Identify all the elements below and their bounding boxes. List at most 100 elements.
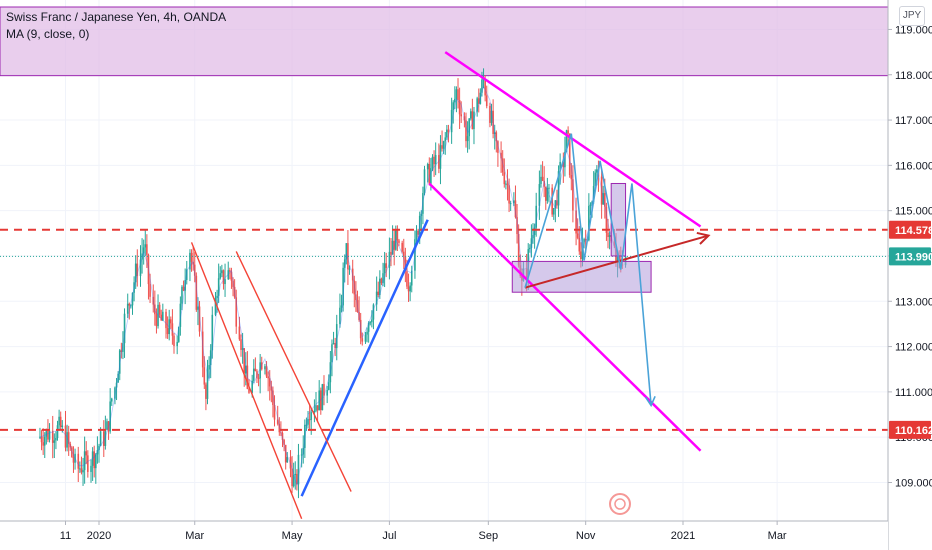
candle-body [77, 453, 80, 469]
candle-body [157, 304, 159, 327]
candle-body [624, 256, 627, 266]
candle-body [447, 129, 450, 133]
candle-body [455, 89, 458, 99]
candle-body [607, 232, 609, 238]
candle-body [43, 436, 46, 446]
candle-body [377, 291, 380, 296]
candle-body [388, 251, 391, 268]
candle-body [479, 92, 482, 104]
candle-body [460, 114, 463, 117]
candle-body [489, 106, 491, 123]
arrowhead-trendline [696, 231, 711, 245]
candle-body [66, 432, 68, 448]
candle-body [588, 205, 590, 241]
candle-body [468, 118, 470, 137]
candle-body [544, 186, 547, 201]
ma-indicator-label: MA (9, close, 0) [6, 27, 90, 41]
candle-body [396, 229, 399, 241]
candle-body [162, 311, 164, 321]
x-tick-label: 11 [60, 530, 71, 542]
candle-body [576, 233, 579, 238]
candle-body [401, 242, 403, 252]
candle-body [91, 451, 94, 466]
candle-body [334, 343, 336, 349]
candle-body [484, 79, 486, 96]
candle-body [136, 263, 139, 277]
candle-body [466, 136, 469, 142]
candle-body [96, 450, 99, 455]
candle-body [51, 430, 54, 443]
candle-body [53, 440, 56, 443]
candle-body [538, 184, 541, 206]
candle-body [198, 306, 201, 332]
candle-body [118, 350, 121, 374]
time-axis-bg [0, 521, 888, 550]
candle-body [69, 443, 72, 448]
candle-body [264, 366, 266, 370]
candle-body [367, 322, 370, 332]
candle-body [471, 111, 474, 130]
candle-body [209, 350, 212, 366]
candle-body [497, 141, 499, 153]
candle-body [359, 319, 362, 339]
candle-body [477, 98, 480, 104]
candle-body [133, 282, 135, 293]
candle-body [291, 468, 293, 487]
candle-body [296, 473, 298, 485]
candle-body [134, 263, 137, 283]
candle-body [130, 305, 132, 307]
candle-body [123, 313, 126, 344]
candle-body [154, 304, 156, 315]
candle-body [302, 447, 305, 455]
price-badge-text-last: 113.990 [895, 251, 932, 263]
candle-body [241, 348, 244, 350]
y-tick-label: 118.000 [895, 70, 932, 82]
candle-body [176, 341, 178, 347]
price-badge-level_2 [889, 420, 931, 439]
candle-body [591, 201, 593, 205]
x-tick-label: May [282, 530, 303, 542]
candle-body [248, 388, 250, 393]
currency-badge[interactable]: JPY [899, 6, 925, 26]
candle-body [155, 314, 158, 327]
y-tick-label: 115.000 [895, 206, 932, 218]
candle-body [232, 280, 234, 287]
x-tick-label: Mar [185, 530, 204, 542]
candle-body [304, 424, 306, 448]
candle-body [83, 451, 86, 471]
candle-body [265, 366, 268, 377]
candle-body [318, 390, 320, 411]
candle-body [217, 278, 220, 296]
candle-body [308, 419, 311, 421]
candle-body [420, 213, 423, 216]
y-tick-label: 109.000 [895, 477, 932, 489]
candle-body [197, 306, 199, 310]
candle-body [596, 169, 598, 173]
candle-body [426, 164, 429, 170]
candle-body [107, 421, 110, 432]
candle-body [604, 193, 606, 207]
candle-body [535, 205, 538, 228]
candle-body [93, 451, 96, 469]
candle-body [583, 239, 585, 242]
candle-body [372, 304, 375, 320]
candle-body [307, 419, 309, 425]
candle-body [446, 129, 448, 138]
candle-body [64, 425, 67, 448]
price-axis-bg [888, 0, 932, 550]
candle-body [503, 172, 506, 185]
candle-body [530, 238, 533, 248]
candle-body [402, 251, 405, 257]
candle-body [380, 278, 383, 284]
candle-body [450, 109, 453, 133]
candle-body [568, 133, 571, 176]
candle-body [192, 261, 194, 265]
candle-body [141, 253, 143, 260]
candle-body [278, 423, 281, 433]
candle-body [329, 362, 332, 383]
candle-body [562, 161, 565, 168]
symbol-title: Swiss Franc / Japanese Yen, 4h, OANDA [6, 10, 227, 24]
candle-body [339, 307, 341, 325]
candle-body [74, 453, 76, 463]
